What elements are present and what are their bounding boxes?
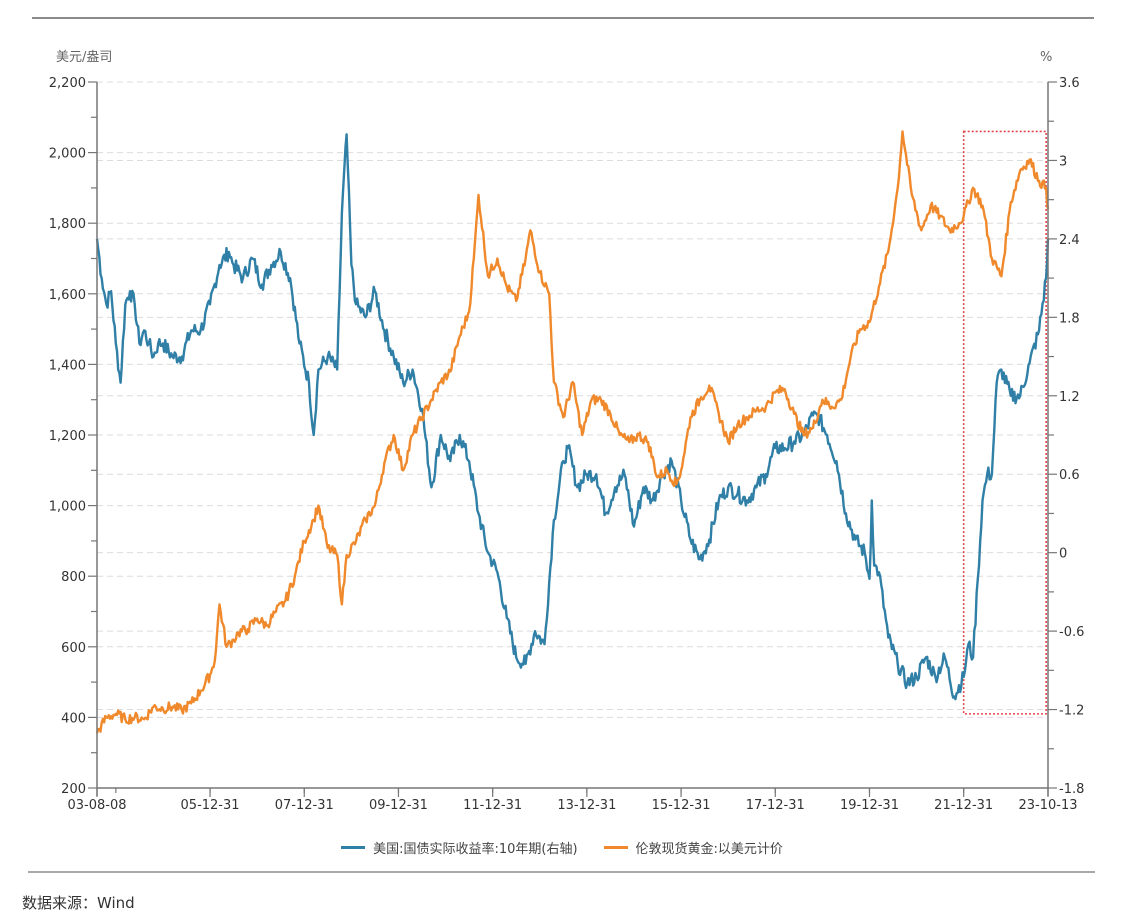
right-axis-unit-label: % — [1040, 50, 1052, 65]
x-axis-tick-label: 21-12-31 — [934, 798, 993, 813]
series-line-gold — [95, 130, 1050, 734]
left-axis-tick-label: 200 — [61, 782, 86, 797]
highlight-box-layer — [962, 130, 1047, 715]
data-source-note: 数据来源：Wind — [22, 894, 135, 912]
legend-label-real-yield: 美国:国债实际收益率:10年期(右轴) — [373, 842, 578, 857]
right-axis-tick-label: 0.6 — [1059, 468, 1080, 483]
top-rule — [32, 17, 1094, 19]
legend: 美国:国债实际收益率:10年期(右轴) 伦敦现货黄金:以美元计价 — [0, 838, 1124, 857]
x-axis-tick-label: 11-12-31 — [463, 798, 522, 813]
highlight-box — [962, 130, 1047, 715]
x-axis-tick-label: 13-12-31 — [557, 798, 616, 813]
gridlines — [97, 81, 1048, 718]
x-axis-tick-label: 09-12-31 — [369, 798, 428, 813]
x-axis-tick-label: 05-12-31 — [181, 798, 240, 813]
left-axis-tick-label: 1,200 — [49, 429, 86, 444]
left-axis-tick-label: 400 — [61, 711, 86, 726]
left-axis-tick-label: 2,200 — [49, 76, 86, 91]
right-axis-tick-label: -1.8 — [1059, 782, 1084, 797]
right-axis-tick-label: 3.6 — [1059, 76, 1080, 91]
series-line-real-yield — [95, 133, 1050, 701]
right-axis-tick-label: 3 — [1059, 154, 1067, 169]
left-axis-tick-label: 800 — [61, 570, 86, 585]
left-axis-tick-label: 1,000 — [49, 500, 86, 515]
x-axis-tick-label: 19-12-31 — [840, 798, 899, 813]
left-axis-tick-label: 1,400 — [49, 358, 86, 373]
right-axis-tick-label: 2.4 — [1059, 233, 1080, 248]
bottom-rule — [28, 871, 1095, 873]
series-layer — [95, 130, 1050, 734]
x-axis-tick-label: 23-10-13 — [1018, 798, 1077, 813]
left-axis-tick-label: 600 — [61, 641, 86, 656]
left-axis-tick-label: 2,000 — [49, 147, 86, 162]
legend-swatch-gold — [603, 846, 628, 849]
right-axis-tick-label: 1.8 — [1059, 311, 1080, 326]
right-axis-tick-label: -1.2 — [1059, 704, 1084, 719]
x-axis-tick-label: 07-12-31 — [275, 798, 334, 813]
legend-swatch-real-yield — [341, 846, 366, 849]
x-axis-tick-label: 03-08-08 — [67, 798, 126, 813]
legend-item-real-yield: 美国:国债实际收益率:10年期(右轴) — [341, 838, 578, 857]
right-axis-tick-label: 1.2 — [1059, 390, 1080, 405]
x-axis-tick-label: 17-12-31 — [746, 798, 805, 813]
left-axis-tick-label: 1,600 — [49, 288, 86, 303]
right-axis-tick-label: 0 — [1059, 547, 1067, 562]
left-axis-unit-label: 美元/盎司 — [56, 50, 112, 65]
legend-item-gold: 伦敦现货黄金:以美元计价 — [603, 838, 783, 857]
right-axis-tick-label: -0.6 — [1059, 625, 1084, 640]
left-axis-tick-label: 1,800 — [49, 217, 86, 232]
x-axis-tick-label: 15-12-31 — [652, 798, 711, 813]
axes-layer: 200 400 600 800 1,000 1,200 1,400 1,600 1,800 2,0… — [49, 76, 1085, 813]
legend-label-gold: 伦敦现货黄金:以美元计价 — [635, 842, 783, 857]
